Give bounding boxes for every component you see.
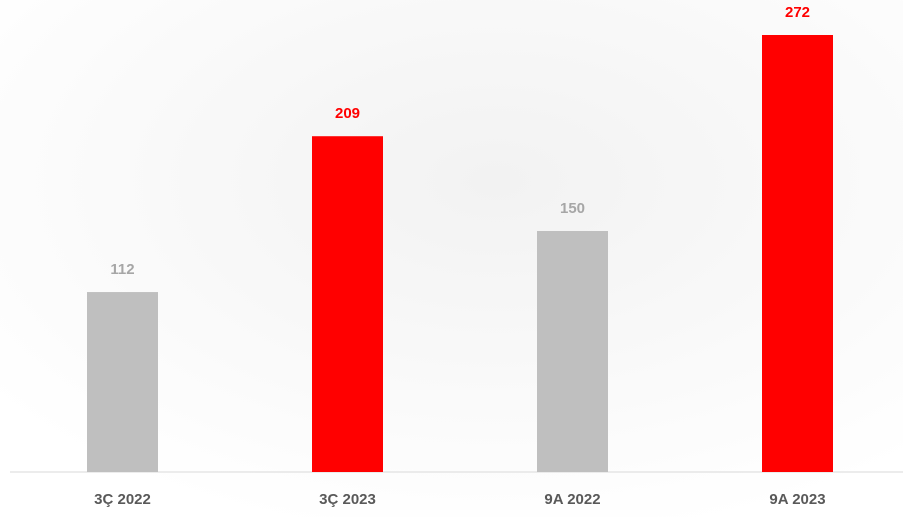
x-tick-label: 3Ç 2022: [94, 491, 151, 508]
value-label: 150: [560, 200, 585, 217]
x-tick-label: 9A 2022: [544, 491, 600, 508]
value-label: 272: [785, 4, 810, 21]
bar: [537, 231, 608, 472]
x-tick-label: 3Ç 2023: [319, 491, 376, 508]
value-label: 112: [110, 261, 134, 278]
bar: [87, 292, 158, 472]
value-label: 209: [335, 105, 360, 122]
bar: [312, 136, 383, 472]
x-tick-label: 9A 2023: [769, 491, 825, 508]
bar: [762, 35, 833, 472]
